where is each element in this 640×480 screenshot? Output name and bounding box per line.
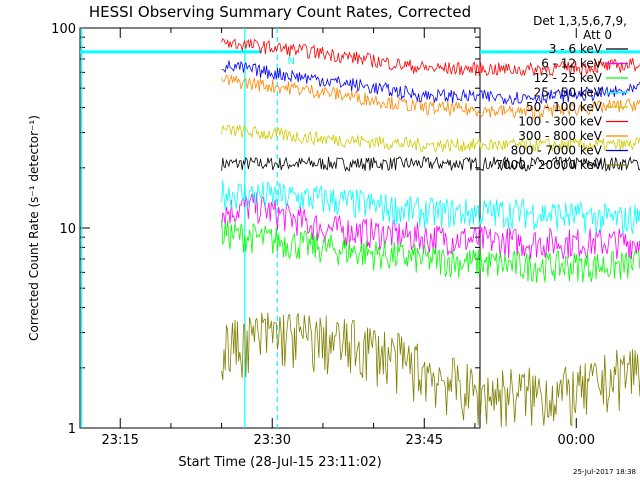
legend-header-line-1: Det 1,3,5,6,7,9, xyxy=(533,14,627,28)
legend-entry-label: 12 - 25 keV xyxy=(534,71,603,85)
y-axis-label: Corrected Count Rate (s⁻¹ detector⁻¹) xyxy=(27,115,41,341)
chart-title: HESSI Observing Summary Count Rates, Cor… xyxy=(89,3,471,21)
timestamp: 25-Jul-2017 18:38 xyxy=(573,468,636,476)
series-line xyxy=(221,219,640,283)
x-axis-label: Start Time (28-Jul-15 23:11:02) xyxy=(178,455,381,470)
legend-entry-label: 25 - 50 keV xyxy=(534,86,603,100)
y-tick-label: 10 xyxy=(59,222,76,237)
series-line xyxy=(221,74,640,120)
x-tick-label: 23:30 xyxy=(254,433,291,448)
legend-entry-label: 50 - 100 keV xyxy=(526,100,603,114)
series-line xyxy=(221,312,640,428)
y-axis: 1 10 100 xyxy=(51,22,480,437)
legend-entry-label: 3 - 6 keV xyxy=(549,42,603,56)
legend-entry-label: 6 - 12 keV xyxy=(541,57,603,71)
series-line xyxy=(221,60,640,106)
y-tick-label: 1 xyxy=(68,422,76,437)
series-layer xyxy=(221,38,640,428)
x-tick-label: 00:00 xyxy=(558,433,595,448)
night-marker-label: N xyxy=(287,56,294,67)
legend-entry-label: 100 - 300 keV xyxy=(518,115,602,129)
legend-entry-label: 800 - 7000 keV xyxy=(511,144,603,158)
y-tick-label: 100 xyxy=(51,22,76,37)
series-line xyxy=(221,155,640,173)
series-line xyxy=(221,179,640,234)
series-line xyxy=(221,124,640,153)
legend-entry-label: 7000 - 20000 keV xyxy=(495,158,602,172)
legend-entry-label: 300 - 800 keV xyxy=(518,129,602,143)
plot-area xyxy=(79,27,481,429)
series-line xyxy=(221,192,640,260)
x-tick-label: 23:45 xyxy=(406,433,443,448)
plot-frame xyxy=(79,27,481,429)
series-line xyxy=(221,38,640,77)
legend-header-line-2: Att 0 xyxy=(583,28,612,42)
x-tick-label: 23:15 xyxy=(101,433,138,448)
